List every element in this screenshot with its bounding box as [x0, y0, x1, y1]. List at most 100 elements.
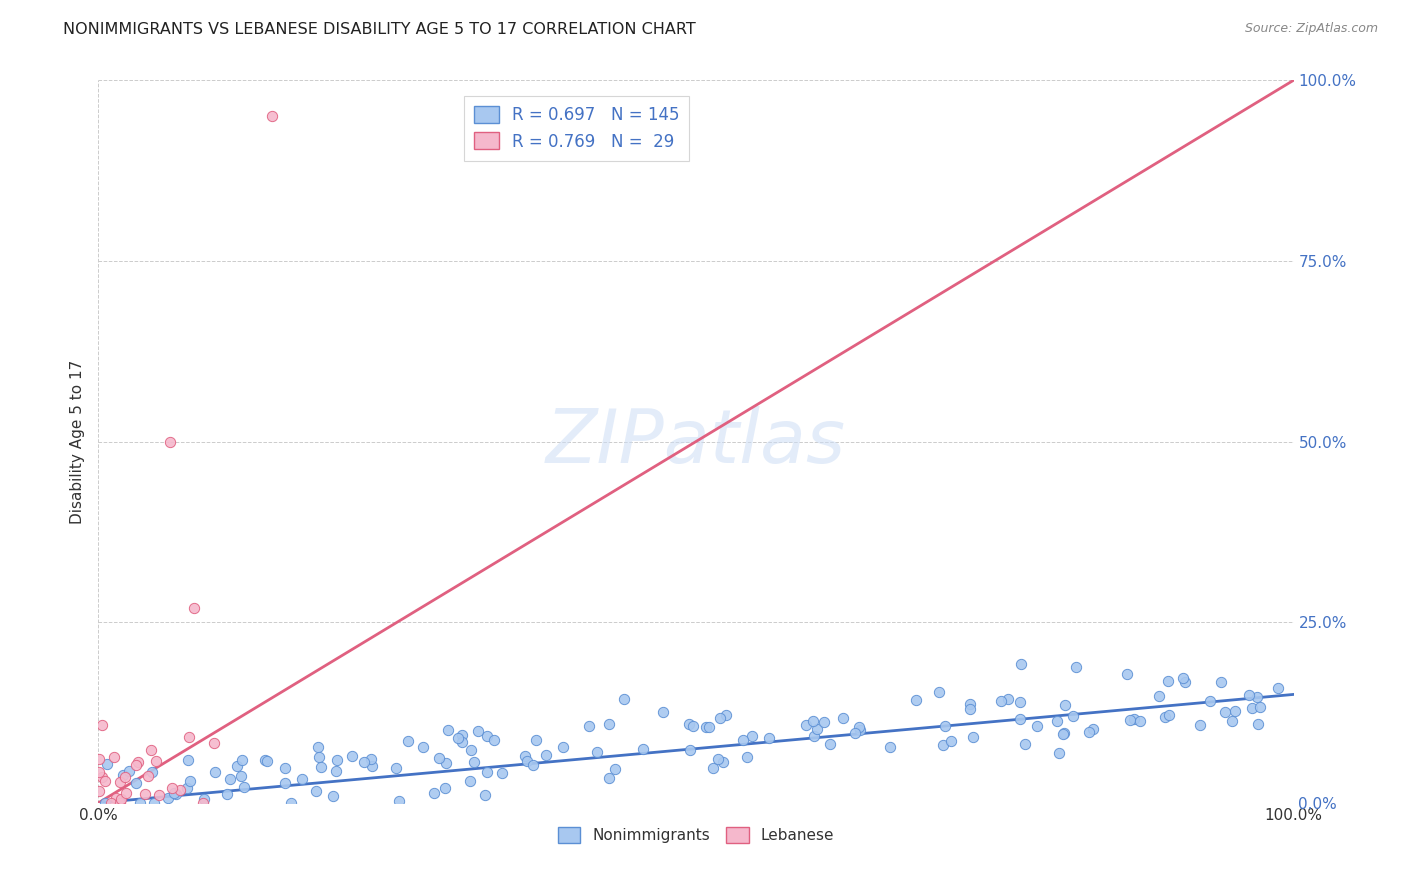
- Point: [118, 764, 141, 779]
- Point: [148, 788, 170, 802]
- Point: [1246, 717, 1268, 731]
- Point: [87, 764, 110, 779]
- Point: [90, 718, 112, 732]
- Point: [1129, 714, 1152, 728]
- Point: [423, 786, 446, 800]
- Point: [598, 771, 620, 785]
- Point: [141, 743, 163, 757]
- Point: [796, 718, 818, 732]
- Point: [522, 757, 544, 772]
- Point: [91, 770, 114, 784]
- Point: [1267, 681, 1289, 696]
- Point: [460, 743, 482, 757]
- Point: [128, 796, 150, 810]
- Point: [1222, 714, 1244, 728]
- Point: [707, 752, 730, 766]
- Point: [848, 720, 870, 734]
- Point: [1249, 700, 1271, 714]
- Point: [1052, 727, 1074, 741]
- Point: [651, 705, 673, 719]
- Point: [125, 776, 148, 790]
- Point: [491, 766, 513, 780]
- Point: [105, 790, 128, 805]
- Point: [108, 774, 131, 789]
- Point: [291, 772, 314, 787]
- Point: [87, 752, 110, 766]
- Text: Source: ZipAtlas.com: Source: ZipAtlas.com: [1244, 22, 1378, 36]
- Point: [114, 770, 136, 784]
- Point: [360, 752, 382, 766]
- Point: [879, 740, 901, 755]
- Point: [905, 693, 928, 707]
- Point: [177, 731, 200, 745]
- Point: [959, 702, 981, 716]
- Point: [1119, 713, 1142, 727]
- Point: [682, 719, 704, 733]
- Point: [94, 796, 117, 810]
- Point: [832, 711, 855, 725]
- Point: [1010, 712, 1032, 726]
- Point: [202, 736, 225, 750]
- Point: [939, 734, 962, 748]
- Point: [1154, 709, 1177, 723]
- Text: ZIPatlas: ZIPatlas: [546, 406, 846, 477]
- Point: [125, 758, 148, 772]
- Point: [679, 742, 702, 756]
- Point: [256, 754, 278, 768]
- Point: [134, 787, 156, 801]
- Point: [225, 759, 247, 773]
- Point: [474, 789, 496, 803]
- Point: [731, 732, 754, 747]
- Point: [1025, 718, 1047, 732]
- Point: [260, 109, 283, 123]
- Point: [806, 722, 828, 736]
- Point: [96, 756, 118, 771]
- Point: [1047, 746, 1070, 760]
- Point: [1122, 712, 1144, 726]
- Point: [482, 732, 505, 747]
- Point: [524, 732, 547, 747]
- Point: [280, 796, 302, 810]
- Point: [176, 754, 198, 768]
- Point: [932, 738, 955, 752]
- Point: [578, 719, 600, 733]
- Point: [110, 792, 132, 806]
- Point: [305, 784, 328, 798]
- Point: [997, 692, 1019, 706]
- Y-axis label: Disability Age 5 to 17: Disability Age 5 to 17: [70, 359, 86, 524]
- Point: [709, 711, 731, 725]
- Point: [274, 761, 297, 775]
- Legend: Nonimmigrants, Lebanese: Nonimmigrants, Lebanese: [551, 822, 841, 849]
- Point: [467, 723, 489, 738]
- Point: [274, 775, 297, 789]
- Point: [1064, 660, 1087, 674]
- Point: [156, 791, 179, 805]
- Point: [475, 764, 498, 779]
- Point: [340, 749, 363, 764]
- Point: [254, 753, 277, 767]
- Point: [169, 783, 191, 797]
- Point: [412, 740, 434, 755]
- Point: [1246, 690, 1268, 705]
- Point: [477, 729, 499, 743]
- Point: [110, 796, 132, 810]
- Point: [385, 761, 408, 775]
- Point: [159, 434, 181, 449]
- Point: [741, 729, 763, 743]
- Point: [1014, 737, 1036, 751]
- Point: [1171, 671, 1194, 685]
- Point: [145, 754, 167, 768]
- Point: [803, 729, 825, 743]
- Text: NONIMMIGRANTS VS LEBANESE DISABILITY AGE 5 TO 17 CORRELATION CHART: NONIMMIGRANTS VS LEBANESE DISABILITY AGE…: [63, 22, 696, 37]
- Point: [360, 758, 382, 772]
- Point: [1010, 657, 1032, 672]
- Point: [801, 714, 824, 728]
- Point: [613, 692, 636, 706]
- Point: [114, 786, 136, 800]
- Point: [928, 685, 950, 699]
- Point: [711, 756, 734, 770]
- Point: [427, 750, 450, 764]
- Point: [551, 739, 574, 754]
- Point: [458, 774, 481, 789]
- Point: [695, 720, 717, 734]
